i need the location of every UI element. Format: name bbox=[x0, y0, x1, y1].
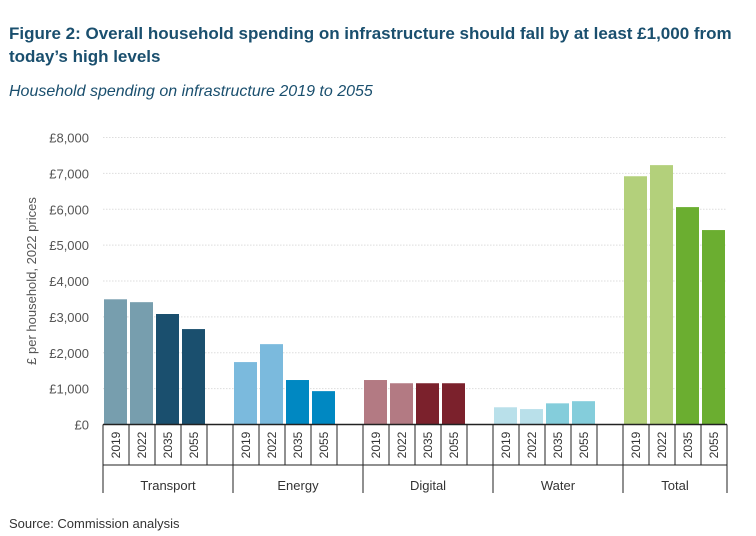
bar-digital-2055 bbox=[442, 383, 465, 425]
x-tick-label: 2055 bbox=[317, 431, 331, 458]
group-label: Digital bbox=[410, 478, 446, 493]
y-tick-label: £2,000 bbox=[49, 346, 89, 361]
bar-total-2019 bbox=[624, 176, 647, 425]
group-label: Water bbox=[541, 478, 576, 493]
x-tick-label: 2055 bbox=[447, 431, 461, 458]
bar-digital-2035 bbox=[416, 383, 439, 425]
x-tick-label: 2019 bbox=[499, 431, 513, 458]
x-tick-label: 2055 bbox=[707, 431, 721, 458]
x-tick-label: 2035 bbox=[161, 431, 175, 458]
x-tick-label: 2055 bbox=[187, 431, 201, 458]
x-tick-label: 2022 bbox=[265, 431, 279, 458]
bar-transport-2019 bbox=[104, 299, 127, 425]
bar-total-2055 bbox=[702, 230, 725, 425]
x-tick-label: 2022 bbox=[395, 431, 409, 458]
y-tick-label: £4,000 bbox=[49, 274, 89, 289]
bar-transport-2055 bbox=[182, 329, 205, 425]
bar-water-2055 bbox=[572, 401, 595, 425]
x-tick-label: 2022 bbox=[655, 431, 669, 458]
bar-water-2019 bbox=[494, 407, 517, 425]
bar-digital-2019 bbox=[364, 380, 387, 425]
x-tick-label: 2019 bbox=[629, 431, 643, 458]
bar-energy-2055 bbox=[312, 391, 335, 425]
x-tick-label: 2019 bbox=[109, 431, 123, 458]
y-tick-label: £3,000 bbox=[49, 310, 89, 325]
chart-title: Figure 2: Overall household spending on … bbox=[9, 24, 732, 66]
group-label: Total bbox=[661, 478, 689, 493]
y-tick-label: £8,000 bbox=[49, 131, 89, 146]
x-tick-label: 2019 bbox=[239, 431, 253, 458]
bar-water-2022 bbox=[520, 409, 543, 425]
y-tick-label: £6,000 bbox=[49, 202, 89, 217]
x-tick-label: 2019 bbox=[369, 431, 383, 458]
source-note: Source: Commission analysis bbox=[9, 516, 180, 531]
bar-total-2035 bbox=[676, 207, 699, 425]
x-tick-label: 2035 bbox=[291, 431, 305, 458]
x-tick-label: 2035 bbox=[551, 431, 565, 458]
bar-digital-2022 bbox=[390, 383, 413, 425]
bar-water-2035 bbox=[546, 403, 569, 425]
x-tick-label: 2035 bbox=[421, 431, 435, 458]
y-tick-label: £0 bbox=[75, 418, 89, 433]
x-tick-label: 2035 bbox=[681, 431, 695, 458]
group-label: Energy bbox=[277, 478, 319, 493]
y-tick-label: £5,000 bbox=[49, 238, 89, 253]
bar-transport-2022 bbox=[130, 302, 153, 425]
y-tick-label: £1,000 bbox=[49, 382, 89, 397]
x-tick-label: 2022 bbox=[525, 431, 539, 458]
bar-energy-2019 bbox=[234, 362, 257, 425]
y-tick-label: £7,000 bbox=[49, 166, 89, 181]
bar-energy-2035 bbox=[286, 380, 309, 425]
chart-subtitle: Household spending on infrastructure 201… bbox=[9, 83, 373, 100]
x-tick-label: 2055 bbox=[577, 431, 591, 458]
bar-total-2022 bbox=[650, 165, 673, 425]
bar-energy-2022 bbox=[260, 344, 283, 425]
x-tick-label: 2022 bbox=[135, 431, 149, 458]
group-label: Transport bbox=[140, 478, 196, 493]
y-axis-label: £ per household, 2022 prices bbox=[24, 197, 39, 365]
bar-transport-2035 bbox=[156, 314, 179, 425]
